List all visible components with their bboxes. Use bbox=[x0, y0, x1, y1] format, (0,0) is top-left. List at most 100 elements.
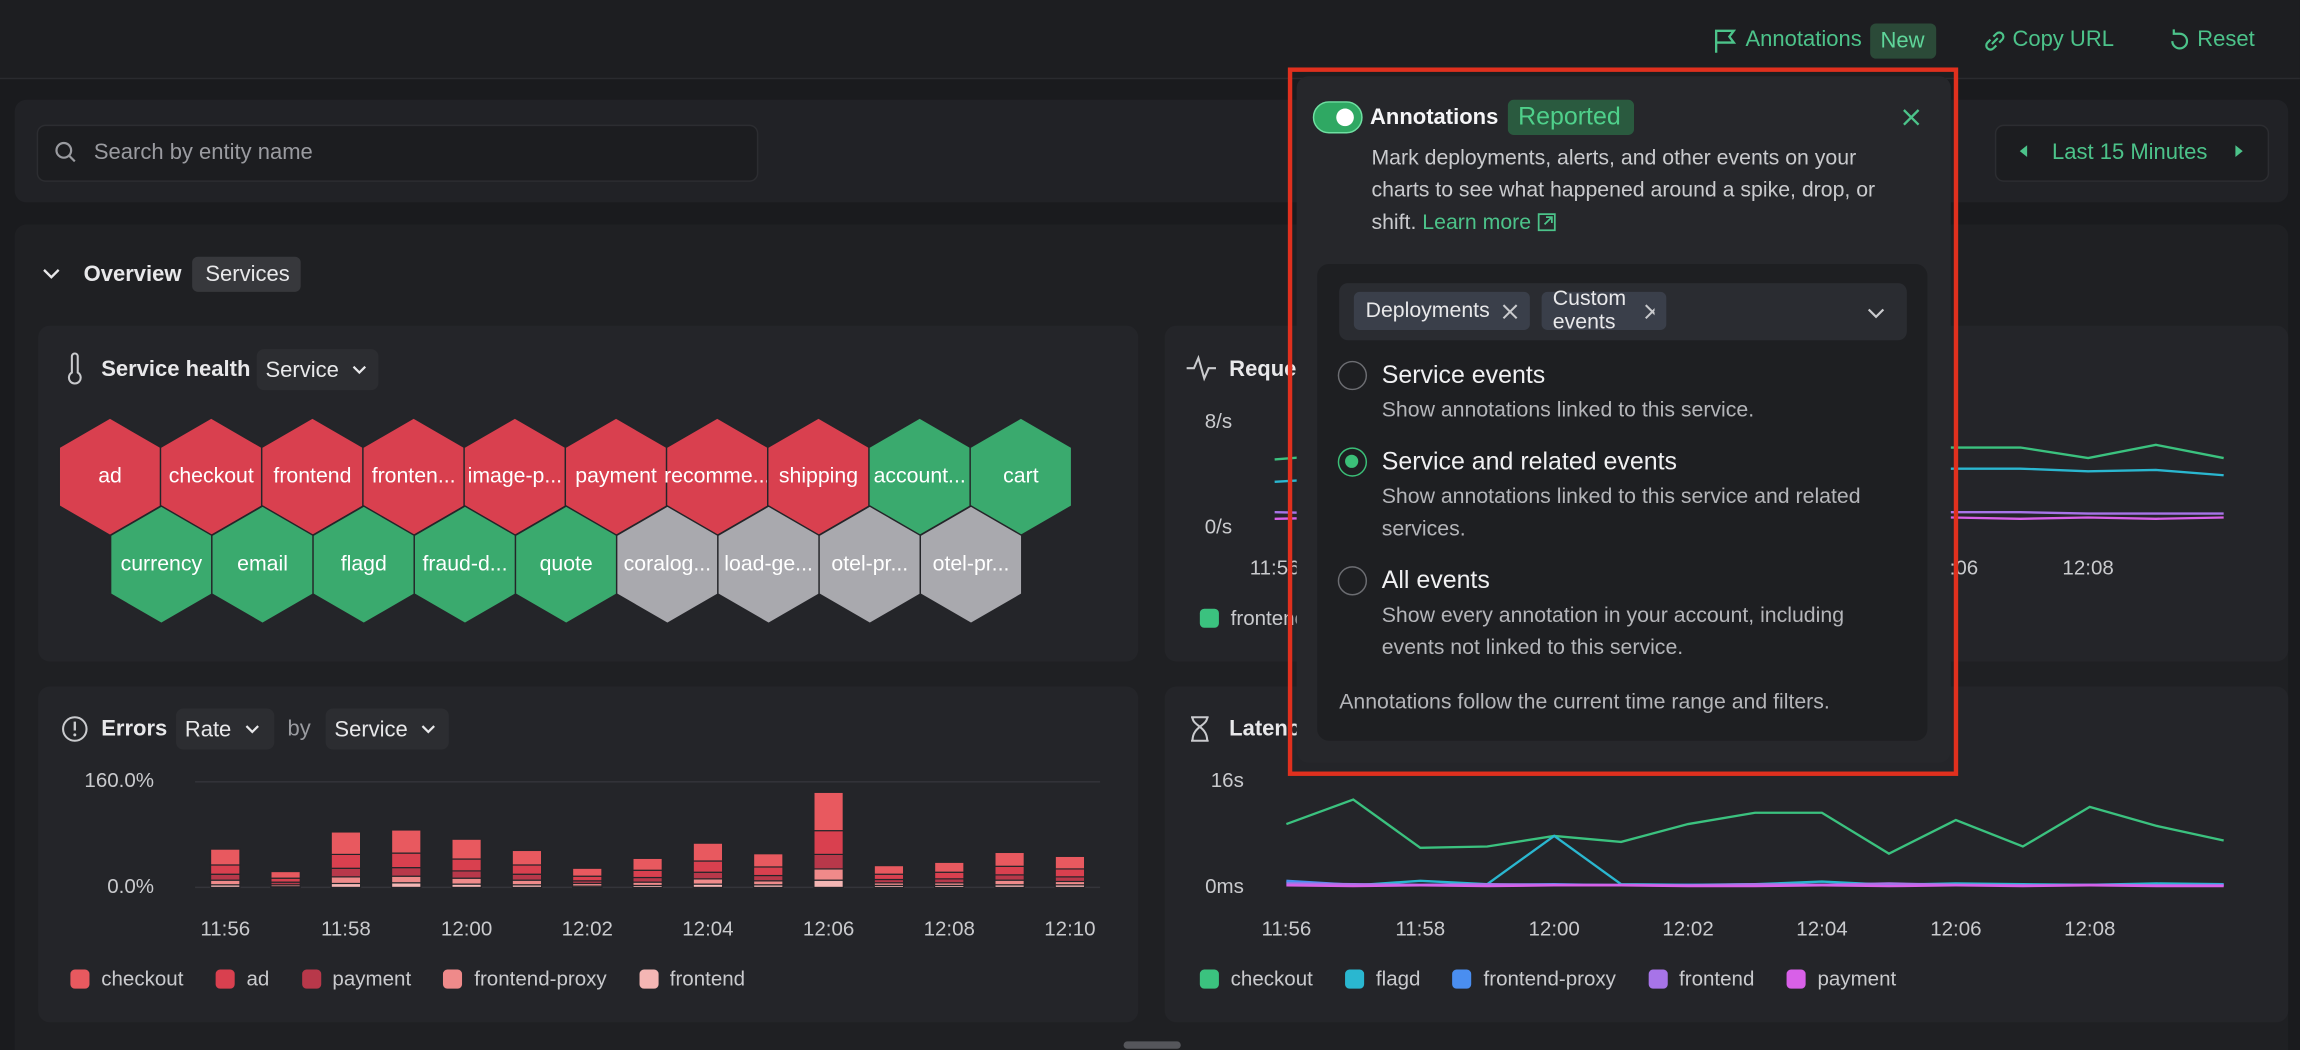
prev-arrow[interactable] bbox=[2015, 142, 2033, 160]
bar-segment bbox=[451, 838, 482, 860]
errors-group-dropdown[interactable]: Service bbox=[325, 708, 449, 750]
resize-handle[interactable] bbox=[1123, 1041, 1181, 1049]
highlight-border bbox=[1287, 67, 1959, 776]
chip-remove[interactable] bbox=[1645, 303, 1654, 319]
x-tick-label: 11:58 bbox=[321, 917, 371, 940]
copy-url-button[interactable]: Copy URL bbox=[2012, 27, 2114, 53]
service-label: checkout bbox=[169, 463, 254, 487]
bar-segment bbox=[873, 865, 905, 875]
radio-button[interactable] bbox=[1337, 360, 1368, 391]
annotations-toggle[interactable] bbox=[1312, 101, 1363, 134]
x-tick-label: 12:02 bbox=[562, 917, 613, 940]
x-tick-label: 12:00 bbox=[1529, 917, 1580, 940]
close-button[interactable] bbox=[1901, 107, 1922, 128]
option-description: Show annotations linked to this service … bbox=[1381, 485, 1861, 542]
x-tick-label: 12:04 bbox=[1796, 917, 1847, 940]
bar-segment bbox=[632, 876, 663, 883]
legend-label: payment bbox=[1817, 966, 1897, 991]
collapse-chevron[interactable] bbox=[40, 263, 63, 286]
reset-button[interactable]: Reset bbox=[2197, 27, 2255, 53]
legend-swatch bbox=[1452, 968, 1472, 988]
annotations-button[interactable]: Annotations bbox=[1745, 27, 1862, 53]
next-arrow[interactable] bbox=[2230, 142, 2248, 160]
popover-footer: Annotations follow the current time rang… bbox=[1339, 690, 1830, 715]
series-line bbox=[1286, 834, 2224, 887]
service-label: coralog... bbox=[624, 551, 711, 575]
legend-item: frontend-proxy bbox=[443, 967, 607, 990]
service-label: image-p... bbox=[468, 463, 562, 487]
thermometer-icon bbox=[67, 352, 82, 385]
option-title: Service and related events bbox=[1381, 447, 1677, 476]
service-label: recomme... bbox=[664, 463, 770, 487]
bar-segment bbox=[209, 873, 241, 881]
service-label: fraud-d... bbox=[422, 551, 507, 575]
bar-segment bbox=[632, 869, 663, 879]
reset-icon bbox=[2171, 29, 2189, 50]
legend-swatch bbox=[1648, 968, 1668, 988]
new-badge: New bbox=[1880, 28, 1925, 54]
legend-item: frontend bbox=[1199, 606, 1306, 629]
metric-value: Rate bbox=[184, 716, 232, 742]
bar-segment bbox=[813, 791, 844, 832]
bar-segment bbox=[451, 877, 482, 885]
x-tick-label: 12:08 bbox=[2064, 917, 2115, 940]
external-link-icon bbox=[1537, 213, 1556, 232]
bar-segment bbox=[451, 870, 482, 879]
legend-swatch bbox=[1345, 968, 1365, 988]
legend-item: payment bbox=[301, 967, 411, 990]
learn-more-link[interactable]: Learn more bbox=[1422, 211, 1532, 235]
radio-button[interactable] bbox=[1337, 447, 1368, 477]
reported-badge-bg bbox=[1507, 99, 1635, 135]
group-by-dropdown[interactable]: Service bbox=[256, 349, 379, 391]
legend-item: checkout bbox=[1199, 966, 1313, 991]
legend-swatch bbox=[638, 968, 659, 988]
legend-item: frontend-proxy bbox=[1452, 966, 1616, 991]
service-health-title: Service health bbox=[101, 357, 251, 383]
x-tick-label: 11:56 bbox=[1261, 917, 1311, 940]
bar-segment bbox=[1054, 876, 1086, 883]
legend-swatch bbox=[443, 968, 463, 988]
legend-label: flagd bbox=[1375, 966, 1421, 991]
service-label: flagd bbox=[341, 551, 387, 575]
bar-segment bbox=[692, 842, 724, 862]
bar-segment bbox=[209, 848, 241, 866]
x-tick-label: 12:00 bbox=[441, 917, 492, 940]
x-tick-label: 11:58 bbox=[1395, 917, 1445, 940]
bar-segment bbox=[692, 860, 724, 873]
legend: checkout ad payment frontend-proxy frontend bbox=[70, 967, 745, 990]
service-label: shipping bbox=[779, 463, 858, 487]
service-label: payment bbox=[575, 463, 657, 487]
legend-item: payment bbox=[1786, 966, 1897, 991]
legend-label: frontend-proxy bbox=[1483, 966, 1616, 991]
bar-segment bbox=[934, 871, 965, 880]
service-label: account... bbox=[874, 463, 966, 487]
bar-segment bbox=[934, 861, 965, 873]
legend-label: checkout bbox=[1230, 966, 1313, 991]
option-title: All events bbox=[1381, 566, 1490, 595]
y-tick-label: 0.0% bbox=[107, 875, 154, 898]
service-label: currency bbox=[121, 551, 203, 575]
chip-remove[interactable] bbox=[1501, 303, 1517, 319]
time-range-picker[interactable] bbox=[1994, 124, 2270, 182]
radio-button[interactable] bbox=[1337, 566, 1368, 596]
x-tick-label: 12:02 bbox=[1662, 917, 1713, 940]
chip-label: Custom events bbox=[1552, 287, 1627, 335]
chip: Custom events bbox=[1541, 287, 1666, 334]
flag-icon bbox=[1714, 29, 1737, 53]
bar-segment bbox=[511, 864, 543, 875]
bar-segment bbox=[813, 830, 844, 855]
bar-segment bbox=[1054, 855, 1086, 870]
select-chevron bbox=[1867, 308, 1885, 319]
bar-segment bbox=[1054, 868, 1086, 878]
services-badge: Services bbox=[205, 261, 290, 287]
legend: frontend bbox=[1199, 606, 1306, 629]
search-input[interactable] bbox=[36, 124, 759, 182]
x-tick-label: 12:08 bbox=[924, 917, 975, 940]
bar-segment bbox=[572, 867, 603, 877]
x-tick-label: 12:10 bbox=[1044, 917, 1095, 940]
bar-segment bbox=[209, 864, 241, 875]
series-line bbox=[1286, 884, 2224, 888]
chevron bbox=[245, 725, 259, 734]
metric-dropdown[interactable]: Rate bbox=[176, 708, 275, 750]
